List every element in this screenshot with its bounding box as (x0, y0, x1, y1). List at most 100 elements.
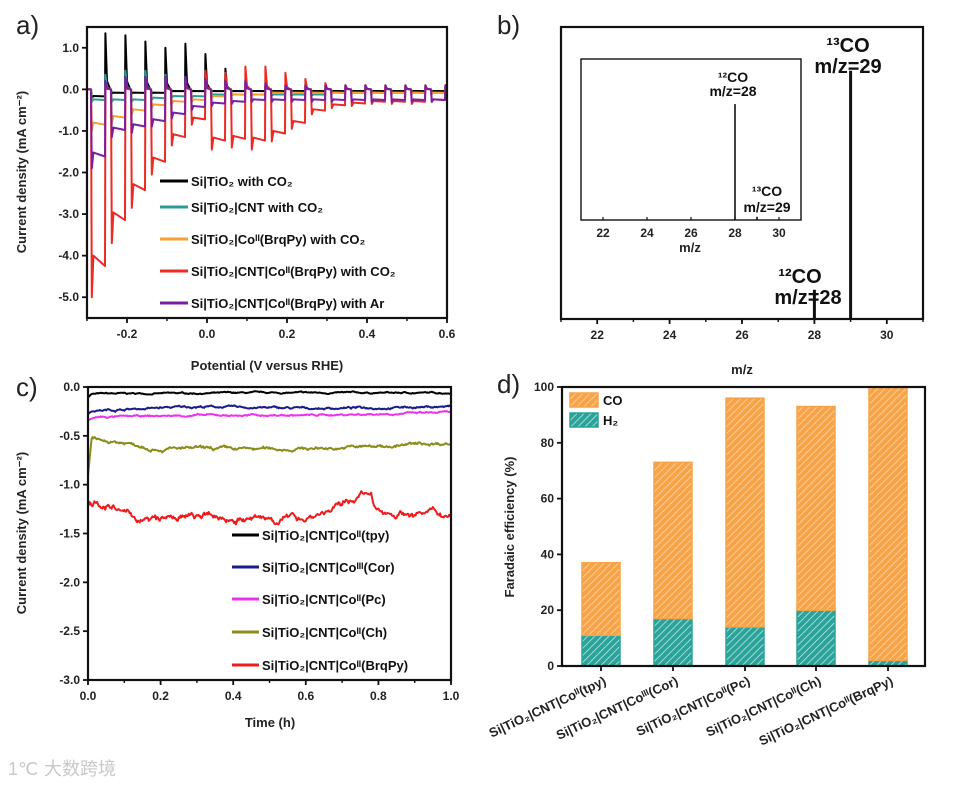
x-tick-label: 0.4 (359, 327, 376, 341)
inset-x-axis-label: m/z (679, 240, 701, 255)
inset-x-tick-label: 22 (596, 226, 610, 240)
watermark-logo: 1℃ (8, 759, 38, 779)
y-tick-label: -4.0 (58, 249, 79, 263)
y-tick-label: 0 (547, 659, 554, 673)
legend-label: Si|TiO₂|CNT|Coᴵᴵ(tpy) (262, 528, 389, 543)
y-tick-label: -5.0 (58, 290, 79, 304)
watermark: 1℃ 大数跨境 (8, 759, 116, 779)
y-tick-label: 0.0 (63, 380, 80, 394)
peak-mz-label: m/z=29 (814, 56, 881, 78)
series-line (87, 490, 452, 526)
panel-a-chopped-light-lsv: a) -0.2 0.0 0.2 0.4 0.6 1.0 0.0 -1.0 -2.0 -3.0 -4.0… (14, 10, 456, 373)
x-axis-label: m/z (731, 362, 753, 377)
bar-segment (581, 562, 621, 637)
x-category-label: Si|TiO₂|CNT|Coᴵᴵᴵ(Cor) (554, 673, 680, 743)
x-tick-label: -0.2 (117, 327, 138, 341)
y-tick-label: 1.0 (62, 41, 79, 55)
y-tick-label: -2.0 (59, 575, 80, 589)
x-tick-label: 24 (663, 328, 677, 342)
bar-segment (653, 461, 693, 620)
legend-swatch (569, 412, 599, 428)
panel-c-chronoamperometry: c) 0.0 0.2 0.4 0.6 0.8 1.0 0.0 -0.5 -1.0 -1.5 -2.0 -… (14, 372, 460, 730)
legend-label: Si|TiO₂ with CO₂ (191, 174, 293, 189)
x-tick-label: 0.2 (279, 327, 296, 341)
x-category-label: Si|TiO₂|CNT|Coᴵᴵ(Ch) (704, 673, 824, 739)
y-tick-label: 40 (541, 547, 555, 561)
watermark-text: 大数跨境 (44, 759, 116, 779)
bar-segment (868, 386, 908, 662)
x-tick-label: 0.0 (199, 327, 216, 341)
bar-segment (581, 634, 621, 667)
x-tick-label: 1.0 (443, 689, 460, 703)
x-axis-label: Time (h) (245, 715, 295, 730)
legend-label: Si|TiO₂|CNT|Coᴵᴵᴵ(Cor) (262, 560, 395, 575)
legend-label: Si|TiO₂|CNT with CO₂ (191, 200, 323, 215)
bar-segment (725, 397, 765, 628)
plot-frame (560, 385, 927, 668)
legend-label: CO (603, 393, 623, 408)
x-tick-label: 28 (808, 328, 822, 342)
inset-mz-label: m/z=29 (743, 199, 790, 215)
y-tick-label: 20 (541, 603, 555, 617)
bar-segment (725, 626, 765, 667)
legend-label: Si|TiO₂|Coᴵᴵ(BrqPy) with CO₂ (191, 232, 365, 247)
x-category-label: Si|TiO₂|CNT|Coᴵᴵ(BrqPy) (757, 673, 896, 748)
y-tick-label: 100 (534, 380, 554, 394)
legend-label: Si|TiO₂|CNT|Coᴵᴵ(BrqPy) (262, 658, 408, 673)
legend-label: Si|TiO₂|CNT|Coᴵᴵ(BrqPy) with CO₂ (191, 264, 396, 279)
x-tick-label: 22 (591, 328, 605, 342)
inset-isotope-label: ¹³CO (752, 183, 782, 199)
legend-label: H₂ (603, 413, 618, 428)
y-tick-label: -3.0 (58, 207, 79, 221)
panel-label: d) (497, 369, 520, 399)
peak-isotope-label: ¹³CO (826, 35, 869, 57)
bar-segment (796, 609, 836, 667)
bar-segment (796, 405, 836, 611)
x-axis-label: Potential (V versus RHE) (191, 358, 343, 373)
peak-isotope-label: ¹²CO (778, 266, 821, 288)
legend-label: Si|TiO₂|CNT|Coᴵᴵ(BrqPy) with Ar (191, 296, 384, 311)
y-tick-label: -2.5 (59, 624, 80, 638)
series-line (87, 409, 452, 422)
y-tick-label: -2.0 (58, 166, 79, 180)
x-tick-label: 0.0 (80, 689, 97, 703)
y-tick-label: 60 (541, 492, 555, 506)
y-tick-label: -1.0 (59, 478, 80, 492)
peak-mz-label: m/z=28 (774, 287, 841, 309)
panel-label: b) (497, 10, 520, 40)
y-axis-label: Current density (mA cm⁻²) (14, 452, 29, 614)
series-line (87, 404, 452, 415)
y-tick-label: -0.5 (59, 429, 80, 443)
x-tick-label: 0.6 (297, 689, 314, 703)
y-tick-label: -1.5 (59, 527, 80, 541)
y-tick-label: 0.0 (62, 82, 79, 96)
series-line (87, 436, 452, 476)
inset-x-tick-label: 24 (640, 226, 654, 240)
series-line (87, 390, 452, 398)
inset-mz-label: m/z=28 (709, 83, 756, 99)
legend-label: Si|TiO₂|CNT|Coᴵᴵ(Pc) (262, 592, 386, 607)
y-tick-label: 80 (541, 436, 555, 450)
inset-isotope-label: ¹²CO (718, 69, 748, 85)
y-tick-label: -1.0 (58, 124, 79, 138)
inset-x-tick-label: 28 (728, 226, 742, 240)
panel-label: c) (16, 372, 38, 402)
x-category-label: Si|TiO₂|CNT|Coᴵᴵ(tpy) (487, 673, 609, 740)
y-axis-label: Current density (mA cm⁻²) (14, 91, 29, 253)
x-tick-label: 0.6 (439, 327, 456, 341)
y-axis-label: Faradaic efficiency (%) (502, 457, 517, 598)
legend-swatch (569, 392, 599, 408)
x-tick-label: 30 (880, 328, 894, 342)
y-tick-label: -3.0 (59, 673, 80, 687)
panel-d-faradaic-efficiency: d) Si|TiO₂|CNT|Coᴵᴵ(tpy)Si|TiO₂|CNT|Coᴵᴵᴵ… (487, 369, 927, 748)
inset-x-tick-label: 30 (772, 226, 786, 240)
x-tick-label: 0.8 (370, 689, 387, 703)
bar-segment (653, 617, 693, 667)
series-line (87, 75, 448, 170)
x-tick-label: 26 (735, 328, 749, 342)
inset-x-tick-label: 26 (684, 226, 698, 240)
legend-label: Si|TiO₂|CNT|Coᴵᴵ(Ch) (262, 625, 387, 640)
panel-label: a) (16, 10, 39, 40)
